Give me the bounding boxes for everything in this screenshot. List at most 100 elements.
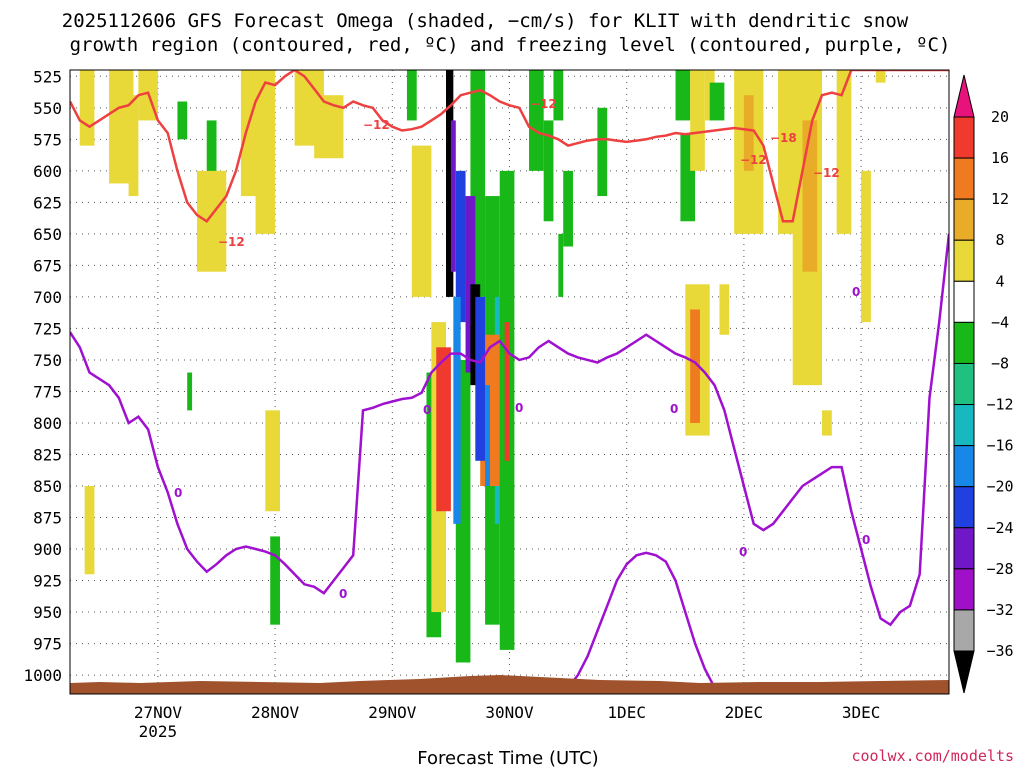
frz-label-d: 0 [515,401,523,415]
y-axis: 525 550 575 600 625 650 675 700 725 750 775 800 825 8… [23,67,62,685]
colorbar-swatch [953,362,975,406]
omega-cell [196,170,227,272]
colorbar-swatch [953,239,975,282]
contour-lines [70,70,949,689]
frz-label-b: 0 [339,587,347,601]
colorbar-swatch [953,157,975,200]
plot-border [69,69,950,695]
y-tick-label: 725 [33,319,62,338]
chart-title-line2: growth region (contoured, red, ºC) and f… [70,34,951,56]
colorbar-swatch [953,445,975,488]
y-tick-label: 575 [33,130,62,149]
y-tick-label: 550 [33,99,62,118]
colorbar-tick-label: −24 [986,519,1013,537]
y-tick-label: 925 [33,572,62,591]
frz-label-h: 0 [862,533,870,547]
credit-text: coolwx.com/modelts [851,747,1014,765]
y-tick-label: 700 [33,288,62,307]
omega-cell [709,82,725,121]
omega-cell [411,145,432,297]
y-tick-label: 775 [33,382,62,401]
omega-core-cell [446,70,454,297]
colorbar: 20 16 12 8 4 −4 −8 −12 −16 −20 −24 −28 −32 −36 [953,74,1014,694]
omega-cell [822,410,832,436]
x-tick-label: 2DEC [725,703,764,722]
y-tick-label: 875 [33,509,62,528]
y-tick-label: 900 [33,540,62,559]
chart-title-line1: 2025112606 GFS Forecast Omega (shaded, −… [62,10,909,32]
colorbar-tick-label: −28 [986,560,1013,578]
y-tick-label: 1000 [23,666,62,685]
colorbar-tick-label: −12 [986,396,1013,414]
omega-cell [558,233,564,297]
colorbar-swatch [953,527,975,570]
omega-cell [177,101,188,140]
x-tick-label: 29NOV [368,703,417,722]
x-axis-title: Forecast Time (UTC) [417,748,598,768]
omega-cell [84,486,95,575]
y-tick-label: 600 [33,162,62,181]
dgz-label-f: −12 [813,166,840,180]
colorbar-swatch [953,404,975,447]
colorbar-swatch [953,198,975,241]
y-tick-label: 950 [33,603,62,622]
omega-cell [270,536,280,625]
colorbar-tick-label: 8 [995,231,1004,249]
omega-shading [79,70,886,663]
omega-cell [529,70,544,171]
frz-label-e: 0 [670,402,678,416]
omega-cell [255,70,276,234]
colorbar-swatch [953,321,975,364]
omega-cell [553,70,564,121]
omega-core-cell [450,120,456,272]
colorbar-tick-label: 20 [991,108,1009,126]
omega-core-cell [455,170,466,323]
dgz-label-e: −12 [740,153,767,167]
x-tick-label: 1DEC [607,703,646,722]
frz-label-c: 0 [423,403,431,417]
colorbar-tick-label: −36 [986,642,1013,660]
omega-cell [265,410,280,512]
frz-label-f: 0 [739,545,747,559]
colorbar-tick-label: −20 [986,478,1013,496]
dgz-label-d: −18 [770,131,797,145]
frz-label-a: 0 [174,486,182,500]
colorbar-top-arrow [953,74,975,118]
omega-core-cell [475,296,486,461]
y-tick-label: 525 [33,67,62,86]
y-tick-label: 675 [33,256,62,275]
colorbar-tick-label: 12 [991,190,1009,208]
colorbar-tick-label: −32 [986,601,1013,619]
omega-cell [504,322,510,461]
x-tick-label: 27NOV [134,703,183,722]
contour-series-line [567,551,716,689]
omega-cell [836,70,852,234]
omega-cell [802,120,818,272]
contour-series-line [70,233,949,627]
dgz-label-b: −12 [363,118,390,132]
x-tick-label: 3DEC [842,703,881,722]
contour-labels: −12 −12 −12 −18 −12 −12 0 0 0 0 0 0 0 0 [174,97,870,601]
colorbar-swatch [953,568,975,611]
colorbar-tick-label: −16 [986,437,1013,455]
contour-series-line [70,70,949,223]
omega-core-cell [453,296,461,524]
y-tick-label: 975 [33,635,62,654]
colorbar-bottom-arrow [953,650,975,694]
x-tick-label: 30NOV [485,703,534,722]
omega-cell [719,284,730,335]
colorbar-swatch [953,116,975,159]
y-tick-label: 625 [33,193,62,212]
omega-cell [436,347,451,512]
omega-cell [128,95,139,197]
omega-cell [79,70,95,146]
omega-cell [875,70,886,83]
omega-cell [543,120,554,222]
omega-cell [690,70,705,171]
dgz-label-a: −12 [218,235,245,249]
omega-cell [743,95,754,171]
omega-cell [861,170,871,323]
omega-core-cell [470,284,481,386]
y-tick-label: 650 [33,225,62,244]
